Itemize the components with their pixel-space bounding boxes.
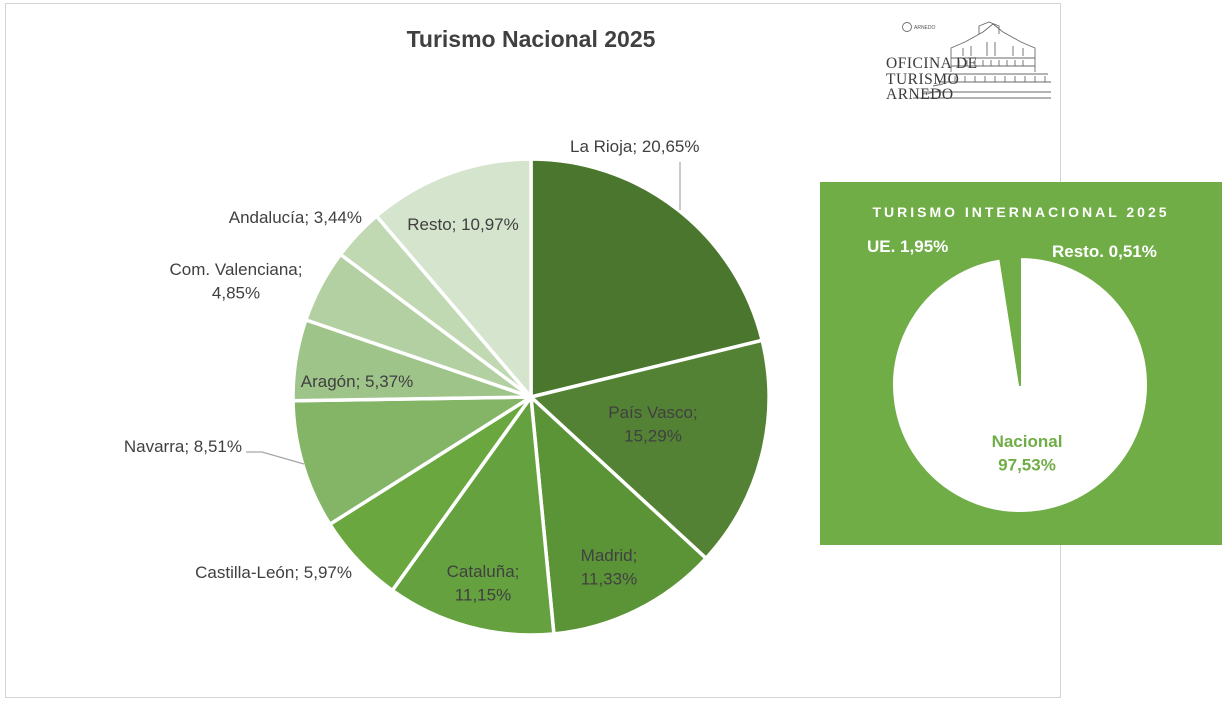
internacional-panel: TURISMO INTERNACIONAL 2025 Nacional 97,53…: [820, 182, 1222, 545]
nacional-label-la-rioja: La Rioja; 20,65%: [570, 137, 699, 156]
internacional-title: TURISMO INTERNACIONAL 2025: [872, 204, 1170, 220]
nacional-slice-madrid: [529, 395, 708, 636]
nacional-label-cataluna: Cataluña; 11,15%: [447, 562, 520, 604]
logo-line-1: OFICINA DE: [886, 55, 978, 72]
emblem-text: ARNEDO: [914, 25, 936, 31]
nacional-label-navarra: Navarra; 8,51%: [124, 437, 242, 456]
chart-title: Turismo Nacional 2025: [406, 26, 656, 52]
nacional-leader-navarra: [246, 451, 305, 465]
oficina-turismo-logo: ARNEDO OFICINA DE TURISMO ARNEDO: [883, 20, 1053, 102]
internacional-label-resto: Resto. 0,51%: [1052, 242, 1157, 261]
nacional-slice-cataluna: [390, 395, 556, 637]
internacional-label-nacional: Nacional 97,53%: [992, 432, 1063, 474]
nacional-label-andalucia: Andalucía; 3,44%: [229, 208, 362, 227]
emblem-icon: [902, 22, 912, 32]
logo-line-3: ARNEDO: [886, 86, 954, 103]
nacional-label-resto: Resto; 10,97%: [407, 215, 519, 234]
nacional-label-aragon: Aragón; 5,37%: [301, 372, 413, 391]
logo-line-2: TURISMO: [886, 71, 960, 88]
nacional-label-com-valenciana: Com. Valenciana; 4,85%: [170, 260, 303, 302]
internacional-slice-resto: [1014, 256, 1021, 386]
nacional-slice-navarra: [291, 395, 533, 527]
nacional-pie-chart: La Rioja; 20,65% País Vasco; 15,29% Madrid;…: [124, 137, 771, 637]
nacional-slice-la-rioja: [529, 157, 764, 399]
building-illustration: ARNEDO: [902, 21, 1051, 99]
nacional-label-pais-vasco: País Vasco; 15,29%: [608, 403, 697, 445]
nacional-label-madrid: Madrid; 11,33%: [581, 546, 638, 588]
nacional-slice-resto: [374, 157, 533, 399]
nacional-slice-pais-vasco: [529, 338, 771, 561]
nacional-label-castilla-leon: Castilla-León; 5,97%: [195, 563, 352, 582]
internacional-label-ue: UE. 1,95%: [867, 237, 948, 256]
internacional-pie-chart: Nacional 97,53% UE. 1,95% Resto. 0,51%: [867, 237, 1157, 514]
